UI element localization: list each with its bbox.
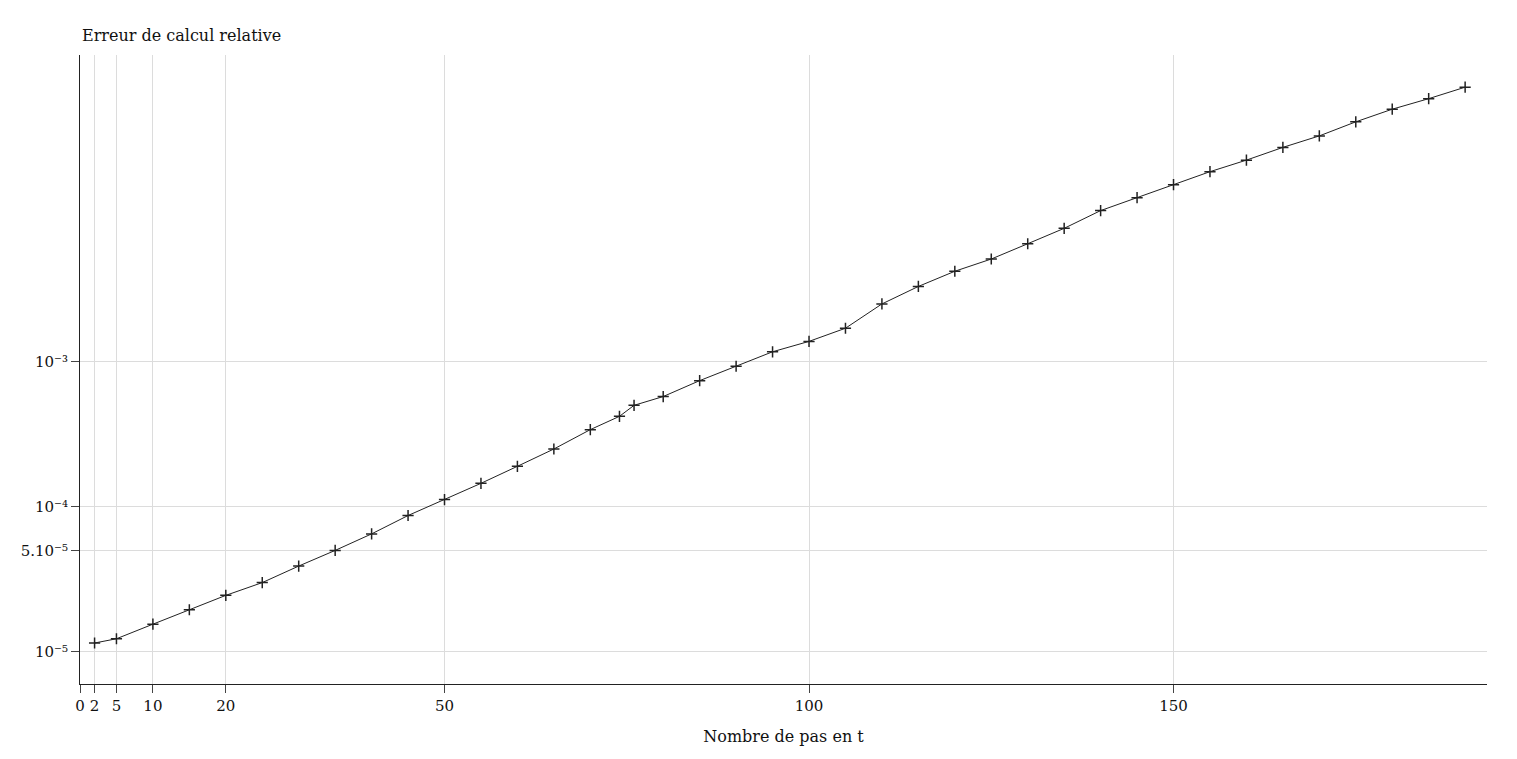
svg-text:10⁻⁴: 10⁻⁴ [35, 498, 68, 516]
svg-text:5.10⁻⁵: 5.10⁻⁵ [21, 542, 68, 560]
svg-text:5: 5 [112, 697, 122, 715]
svg-text:10⁻⁵: 10⁻⁵ [35, 643, 68, 661]
svg-text:0: 0 [75, 697, 85, 715]
svg-text:50: 50 [435, 697, 454, 715]
svg-text:10: 10 [143, 697, 162, 715]
svg-text:100: 100 [795, 697, 824, 715]
svg-text:150: 150 [1159, 697, 1188, 715]
svg-text:Nombre de pas en t: Nombre de pas en t [703, 727, 864, 746]
svg-text:Erreur de calcul relative: Erreur de calcul relative [82, 26, 281, 45]
svg-text:10⁻³: 10⁻³ [35, 353, 68, 371]
svg-text:20: 20 [216, 697, 235, 715]
svg-text:2: 2 [90, 697, 100, 715]
